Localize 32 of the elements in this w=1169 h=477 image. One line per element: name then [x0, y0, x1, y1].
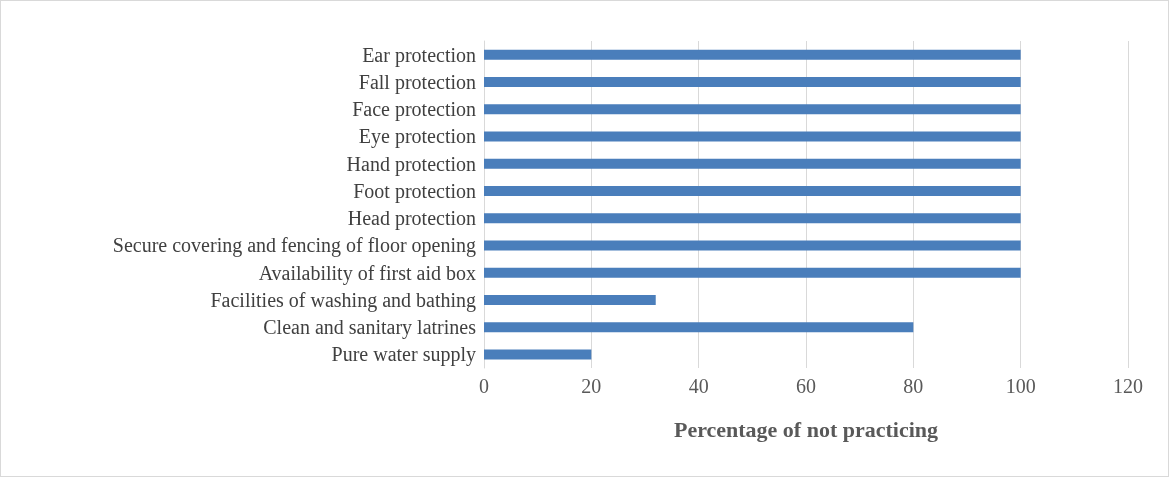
y-tick-label: Pure water supply [331, 343, 476, 367]
x-tick-label: 120 [1113, 375, 1143, 397]
bar [484, 322, 914, 333]
y-tick-label: Facilities of washing and bathing [210, 288, 476, 312]
y-tick-label: Clean and sanitary latrines [263, 316, 477, 340]
y-tick-label: Hand protection [346, 152, 476, 176]
y-tick-label: Foot protection [353, 179, 476, 203]
x-tick-label: 0 [479, 375, 489, 397]
bar [484, 240, 1021, 251]
bar [484, 213, 1021, 224]
y-tick-label: Face protection [352, 98, 476, 122]
x-tick-label: 40 [688, 375, 709, 397]
x-tick-label: 80 [903, 375, 924, 397]
bar [484, 49, 1021, 60]
bar [484, 131, 1021, 142]
bar [484, 158, 1021, 169]
x-tick-label: 20 [581, 375, 602, 397]
y-tick-label: Secure covering and fencing of floor opening [112, 234, 476, 258]
bar [484, 267, 1021, 278]
y-tick-label: Head protection [347, 207, 476, 231]
y-tick-label: Eye protection [358, 125, 476, 149]
y-tick-label: Fall protection [358, 70, 476, 94]
bar [484, 185, 1021, 196]
bar [484, 349, 592, 360]
y-tick-label: Ear protection [362, 43, 476, 67]
bar [484, 294, 656, 305]
x-tick-label: 100 [1005, 375, 1036, 397]
bar [484, 104, 1021, 115]
x-axis-title: Percentage of not practicing [673, 416, 939, 442]
y-tick-label: Availability of first aid box [258, 261, 476, 285]
bar [484, 76, 1021, 87]
x-tick-label: 60 [796, 375, 816, 397]
